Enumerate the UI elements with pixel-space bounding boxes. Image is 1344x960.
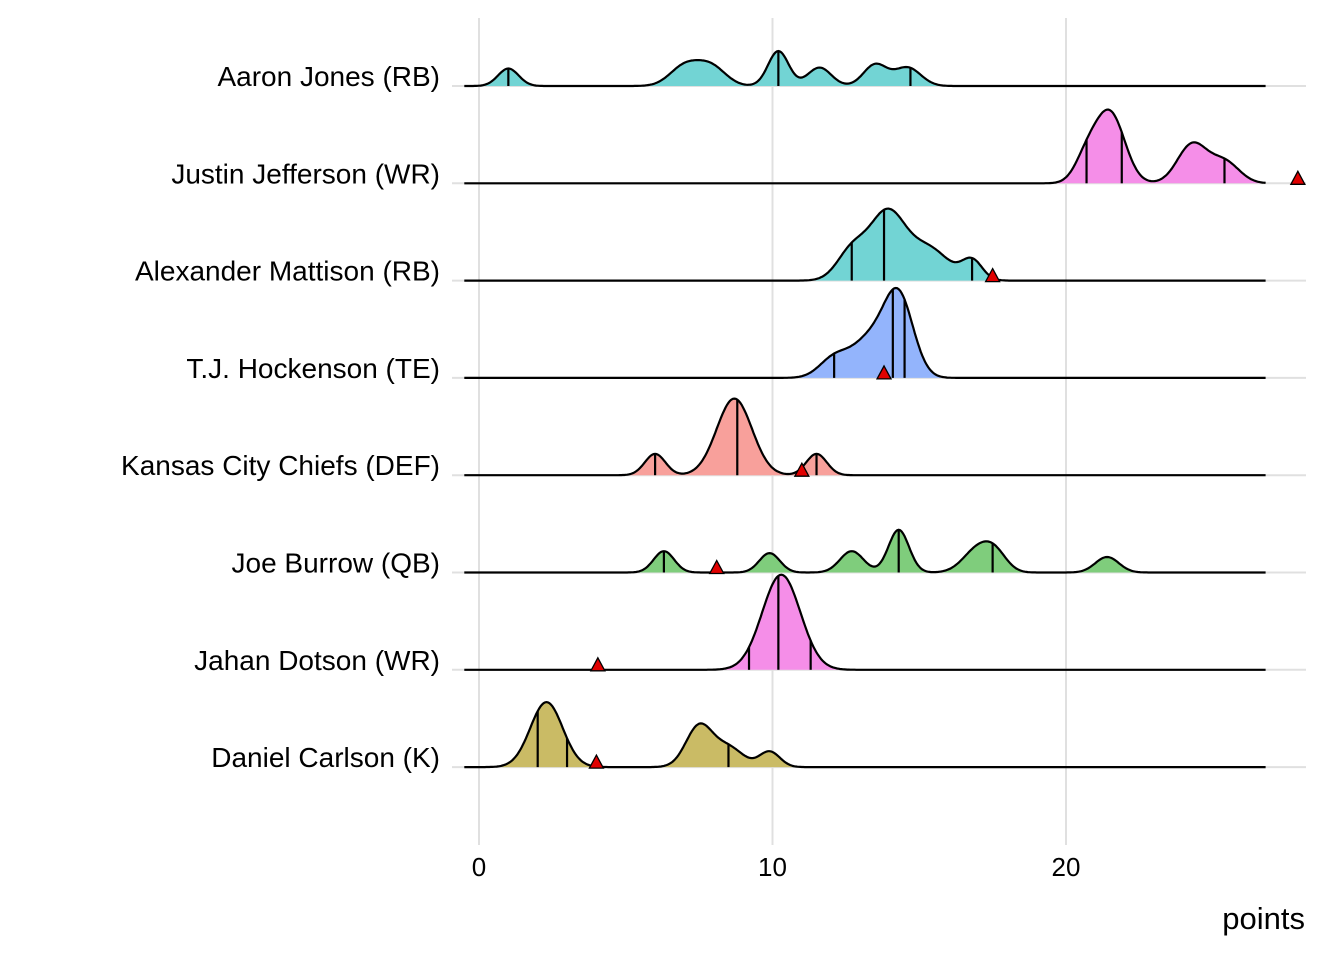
actual-points-marker <box>1289 169 1306 185</box>
row-label: Jahan Dotson (WR) <box>194 645 440 676</box>
density-line <box>464 49 1266 88</box>
row-label: Kansas City Chiefs (DEF) <box>121 450 440 481</box>
density-fill <box>464 702 1266 768</box>
density-line <box>464 573 1266 671</box>
x-tick-label: 10 <box>758 852 787 882</box>
ridge-2 <box>464 207 1266 283</box>
actual-points-marker <box>875 364 893 380</box>
row-label: T.J. Hockenson (TE) <box>186 353 440 384</box>
x-tick-label: 20 <box>1052 852 1081 882</box>
row-label: Daniel Carlson (K) <box>211 742 440 773</box>
density-line <box>464 108 1266 185</box>
density-fill <box>464 51 1266 86</box>
actual-points-marker <box>589 656 606 672</box>
ridge-6 <box>464 573 1266 672</box>
ridge-3 <box>464 286 1266 380</box>
actual-points-marker <box>793 461 810 477</box>
x-axis-label: points <box>1222 901 1305 936</box>
density-fill <box>464 574 1266 670</box>
row-label: Alexander Mattison (RB) <box>135 256 440 287</box>
density-fill <box>464 529 1266 573</box>
ridge-0 <box>464 49 1266 88</box>
row-label: Aaron Jones (RB) <box>217 61 440 92</box>
x-tick-label: 0 <box>472 852 486 882</box>
row-label: Justin Jefferson (WR) <box>171 158 440 189</box>
density-line <box>464 397 1266 477</box>
actual-points-marker <box>708 559 725 575</box>
density-fill <box>464 398 1266 476</box>
density-line <box>464 528 1266 574</box>
density-fill <box>464 109 1266 184</box>
ridge-1 <box>464 108 1306 185</box>
density-line <box>464 286 1266 379</box>
actual-points-marker <box>588 753 605 769</box>
ridge-4 <box>464 397 1266 477</box>
row-label: Joe Burrow (QB) <box>232 548 441 579</box>
density-line <box>464 207 1266 282</box>
density-fill <box>464 288 1266 378</box>
ridge-7 <box>464 700 1266 769</box>
ridge-5 <box>464 528 1266 575</box>
actual-points-marker <box>984 267 1001 283</box>
density-line <box>464 700 1266 769</box>
density-fill <box>464 208 1266 281</box>
